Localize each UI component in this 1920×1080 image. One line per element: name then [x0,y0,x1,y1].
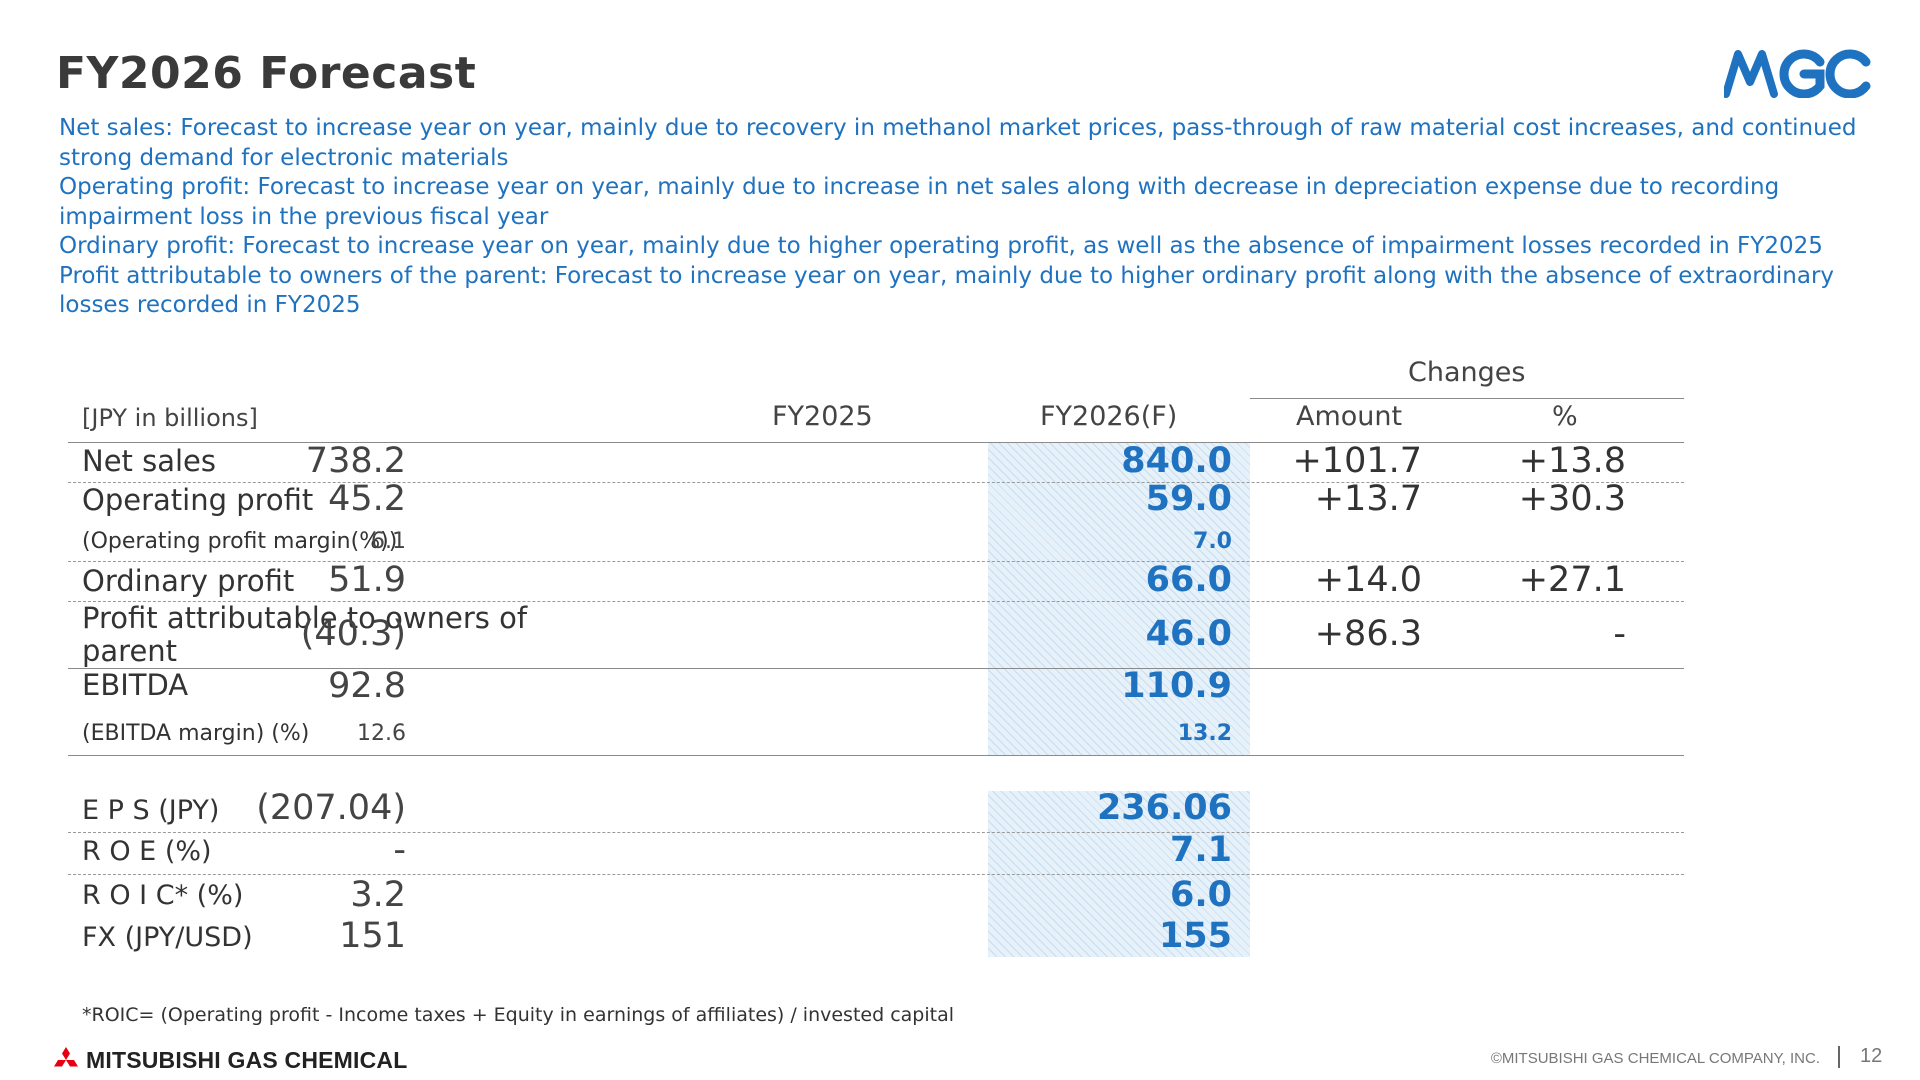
row-label: (Operating profit margin(%)) [82,529,398,554]
row-label: Operating profit [82,483,314,517]
summary-operating-profit: Operating profit: Forecast to increase y… [59,174,1780,230]
table-row: R O I C* (%) 3.2 6.0 [68,875,1684,919]
amount-value: +14.0 [1314,560,1422,600]
fy2026-value: 46.0 [1145,614,1232,654]
fy2026-value: 66.0 [1145,560,1232,600]
table-row: R O E (%) - 7.1 [68,830,1684,874]
table-row: Net sales 738.2 840.0 +101.7 +13.8 [68,441,1684,482]
fy2025-value: 12.6 [357,721,406,746]
row-label-line1: Profit attributable to owners of [82,601,528,635]
row-divider [68,668,1684,669]
row-divider [68,482,1684,483]
fy2025-value: (40.3) [300,614,406,654]
fy2025-header: FY2025 [772,401,873,432]
brand-name: MITSUBISHI GAS CHEMICAL [86,1046,408,1073]
fy2026-value: 110.9 [1121,666,1232,706]
header-line [68,442,1684,443]
changes-underline [1250,398,1684,399]
row-label: (EBITDA margin) (%) [82,721,310,746]
mitsubishi-three-diamonds-icon [54,1047,78,1067]
row-divider [68,561,1684,562]
pct-value: +27.1 [1518,560,1626,600]
fy2026-value: 840.0 [1121,441,1232,481]
mgc-logo-icon [1724,49,1871,98]
table-row: Operating profit 45.2 59.0 +13.7 +30.3 [68,479,1684,523]
fy2025-value: (207.04) [256,788,406,828]
fy2026-value: 236.06 [1096,788,1232,828]
table-row: FX (JPY/USD) 151 155 [68,916,1684,957]
page-title: FY2026 Forecast [56,48,477,99]
row-label: EBITDA [82,668,189,702]
fy2026-value: 7.0 [1193,529,1232,554]
amount-value: +86.3 [1314,614,1422,654]
fy2025-value: 92.8 [328,666,406,706]
forecast-table: Changes [JPY in billions] FY2025 FY2026(… [68,355,1684,965]
fy2026-value: 7.1 [1169,830,1232,870]
row-label: R O I C* (%) [82,880,244,911]
fy2025-value: 738.2 [305,441,406,481]
fy2026-value: 13.2 [1177,721,1232,746]
row-label: Net sales [82,444,217,478]
row-divider [68,832,1684,833]
fy2026-value: 155 [1158,916,1232,956]
footer-separator [1838,1046,1840,1068]
row-label: Ordinary profit [82,564,295,598]
table-row: Ordinary profit 51.9 66.0 +14.0 +27.1 [68,560,1684,601]
row-label: FX (JPY/USD) [82,922,253,953]
fy2026-header: FY2026(F) [1040,401,1178,432]
summary-profit-attributable: Profit attributable to owners of the par… [59,262,1835,319]
table-row: (EBITDA margin) (%) 12.6 13.2 [68,711,1684,755]
row-divider [68,874,1684,875]
fy2026-value: 59.0 [1145,479,1232,519]
fy2025-value: 51.9 [328,560,406,600]
table-row: EBITDA 92.8 110.9 [68,666,1684,711]
row-divider [68,755,1684,756]
summary-net-sales: Net sales: Forecast to increase year on … [59,115,1857,171]
fy2026-highlight-top [988,443,1250,755]
amount-value: +101.7 [1292,441,1422,481]
table-row: Profit attributable to owners of parent … [68,602,1684,668]
row-label: E P S (JPY) [82,795,220,826]
pct-value: - [1613,614,1626,654]
fy2025-value: - [393,830,406,870]
amount-value: +13.7 [1314,479,1422,519]
page-number: 12 [1860,1045,1883,1067]
pct-header: % [1552,401,1578,432]
changes-header: Changes [1408,357,1526,388]
pct-value: +13.8 [1518,441,1626,481]
fy2025-value: 151 [339,916,406,956]
table-row: E P S (JPY) (207.04) 236.06 [68,788,1684,832]
roic-footnote: *ROIC= (Operating profit - Income taxes … [82,1004,954,1026]
amount-header: Amount [1296,401,1403,432]
fy2025-value: 45.2 [328,479,406,519]
row-label-line2: parent [82,634,178,668]
summary-block: Net sales: Forecast to increase year on … [59,114,1859,321]
fy2025-value: 6.1 [371,529,406,554]
summary-ordinary-profit: Ordinary profit: Forecast to increase ye… [59,233,1823,259]
pct-value: +30.3 [1518,479,1626,519]
fy2026-value: 6.0 [1169,875,1232,915]
table-row: (Operating profit margin(%)) 6.1 7.0 [68,523,1684,561]
unit-header: [JPY in billions] [82,404,258,432]
brand-footer: MITSUBISHI GAS CHEMICAL [52,1045,408,1075]
row-divider [68,601,1684,602]
fy2025-value: 3.2 [350,875,406,915]
row-label: R O E (%) [82,836,212,867]
copyright-text: ©MITSUBISHI GAS CHEMICAL COMPANY, INC. [1490,1050,1820,1067]
